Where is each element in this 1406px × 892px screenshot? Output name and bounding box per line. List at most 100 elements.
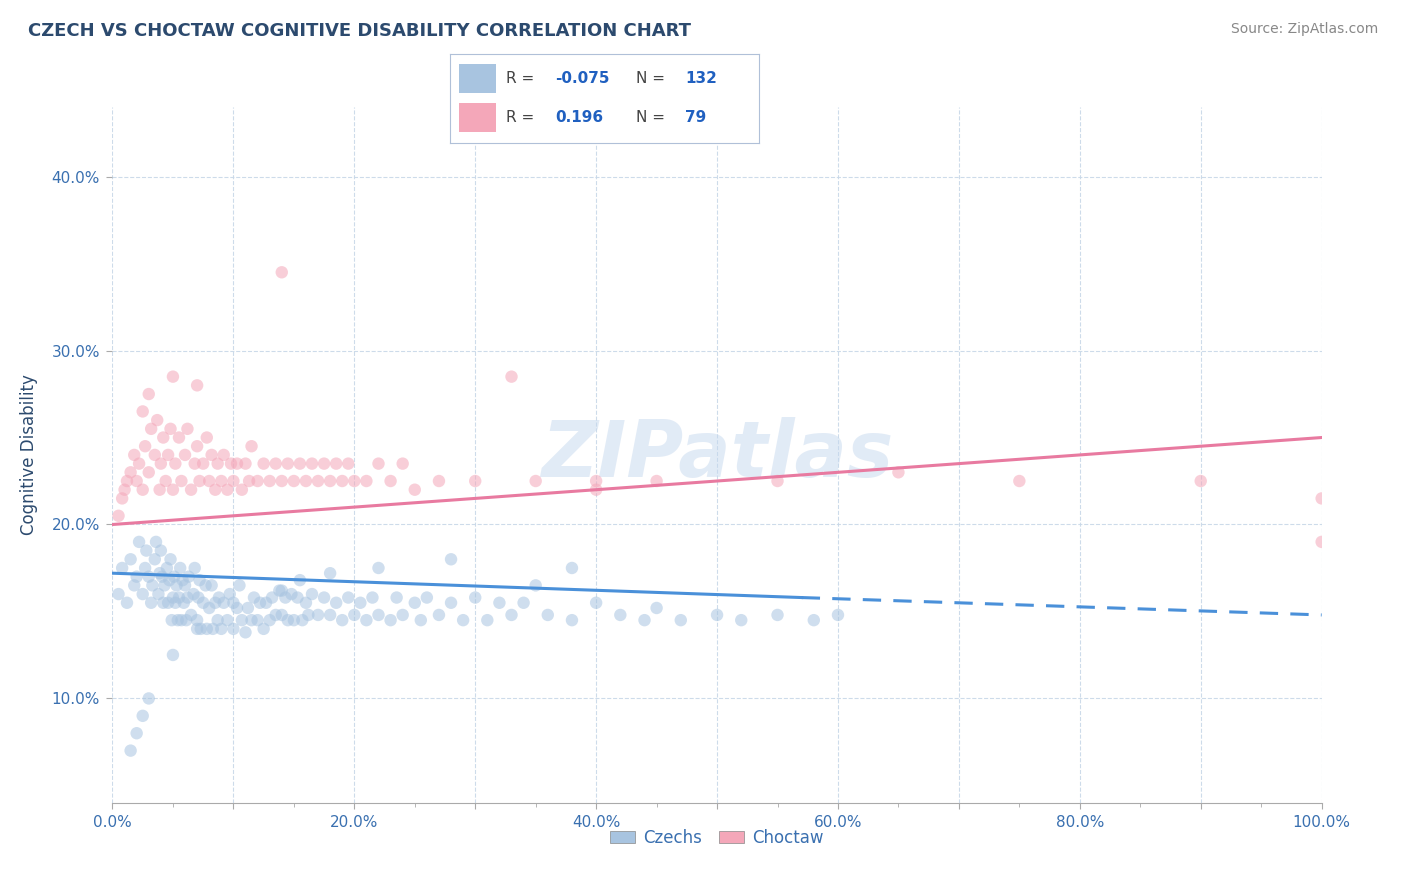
Point bbox=[204, 483, 226, 497]
Point bbox=[148, 587, 170, 601]
Point bbox=[803, 613, 825, 627]
Point bbox=[176, 422, 198, 436]
Point bbox=[138, 466, 160, 480]
Point bbox=[319, 566, 342, 581]
Point bbox=[228, 578, 250, 592]
Point bbox=[120, 466, 142, 480]
Point bbox=[427, 607, 450, 622]
Point bbox=[488, 596, 510, 610]
Point bbox=[174, 613, 197, 627]
Point bbox=[343, 474, 366, 488]
Point bbox=[312, 457, 335, 471]
Point bbox=[143, 448, 166, 462]
Point bbox=[325, 596, 347, 610]
Point bbox=[585, 483, 607, 497]
Point bbox=[280, 587, 302, 601]
Point bbox=[380, 613, 402, 627]
Point bbox=[312, 591, 335, 605]
Point bbox=[283, 474, 305, 488]
Point bbox=[128, 457, 150, 471]
Point bbox=[264, 457, 287, 471]
Point bbox=[254, 596, 277, 610]
Point bbox=[191, 596, 214, 610]
Point bbox=[288, 573, 311, 587]
Point bbox=[218, 587, 240, 601]
Text: R =: R = bbox=[506, 71, 534, 86]
Legend: Czechs, Choctaw: Czechs, Choctaw bbox=[603, 822, 831, 854]
Point bbox=[134, 561, 156, 575]
Point bbox=[165, 457, 187, 471]
Point bbox=[170, 474, 193, 488]
Point bbox=[277, 457, 299, 471]
Point bbox=[367, 457, 389, 471]
Point bbox=[198, 601, 221, 615]
Point bbox=[157, 448, 180, 462]
Point bbox=[1310, 491, 1333, 506]
Text: 132: 132 bbox=[685, 71, 717, 86]
Point bbox=[111, 561, 134, 575]
Point bbox=[270, 265, 292, 279]
Point bbox=[409, 613, 432, 627]
Point bbox=[226, 601, 249, 615]
Point bbox=[180, 607, 202, 622]
Point bbox=[236, 601, 259, 615]
Point bbox=[132, 404, 155, 418]
Point bbox=[235, 625, 257, 640]
Point bbox=[183, 587, 205, 601]
Point bbox=[301, 457, 323, 471]
Point bbox=[274, 591, 297, 605]
Text: Source: ZipAtlas.com: Source: ZipAtlas.com bbox=[1230, 22, 1378, 37]
Point bbox=[166, 578, 188, 592]
Point bbox=[319, 474, 342, 488]
Point bbox=[451, 613, 474, 627]
Point bbox=[270, 607, 292, 622]
Point bbox=[107, 508, 129, 523]
Point bbox=[349, 596, 371, 610]
Point bbox=[152, 430, 174, 444]
Point bbox=[163, 569, 186, 583]
Point bbox=[887, 466, 910, 480]
Point bbox=[174, 578, 197, 592]
Point bbox=[512, 596, 534, 610]
Point bbox=[132, 708, 155, 723]
Point bbox=[337, 457, 360, 471]
Point bbox=[207, 457, 229, 471]
Point bbox=[156, 561, 179, 575]
Point bbox=[190, 622, 212, 636]
Point bbox=[152, 596, 174, 610]
Point bbox=[391, 457, 413, 471]
Point bbox=[283, 613, 305, 627]
Point bbox=[157, 596, 180, 610]
Point bbox=[669, 613, 692, 627]
Point bbox=[194, 578, 217, 592]
Point bbox=[159, 552, 181, 566]
Point bbox=[645, 474, 668, 488]
Point bbox=[149, 457, 172, 471]
Point bbox=[367, 561, 389, 575]
Point bbox=[827, 607, 849, 622]
Point bbox=[132, 587, 155, 601]
Text: R =: R = bbox=[506, 111, 534, 125]
Point bbox=[380, 474, 402, 488]
Point bbox=[391, 607, 413, 622]
Point bbox=[730, 613, 752, 627]
Point bbox=[706, 607, 728, 622]
Point bbox=[330, 613, 353, 627]
Point bbox=[209, 474, 232, 488]
Point bbox=[162, 648, 184, 662]
Point bbox=[159, 422, 181, 436]
Text: 0.196: 0.196 bbox=[555, 111, 603, 125]
Point bbox=[150, 569, 173, 583]
Bar bbox=[460, 103, 496, 132]
Point bbox=[524, 578, 547, 592]
Point bbox=[111, 491, 134, 506]
Point bbox=[585, 474, 607, 488]
Point bbox=[145, 534, 167, 549]
Point bbox=[440, 552, 463, 566]
Point bbox=[253, 622, 276, 636]
Point bbox=[201, 448, 224, 462]
Point bbox=[160, 613, 183, 627]
Point bbox=[264, 607, 287, 622]
Point bbox=[524, 474, 547, 488]
Bar bbox=[460, 64, 496, 93]
